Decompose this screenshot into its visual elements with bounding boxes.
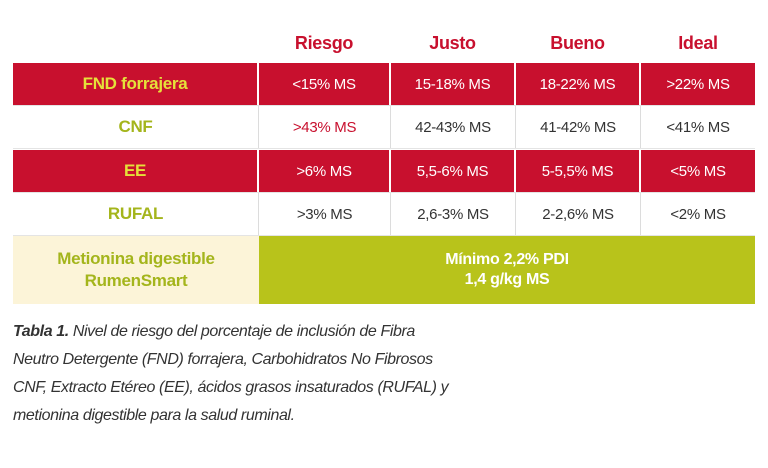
table-row-cnf: CNF >43% MS 42-43% MS 41-42% MS <41% MS xyxy=(13,105,755,149)
caption-line1-text: Nivel de riesgo del porcentaje de inclus… xyxy=(68,323,415,340)
metionina-label-line2: RumenSmart xyxy=(84,271,188,290)
table-row-ee: EE >6% MS 5,5-6% MS 5-5,5% MS <5% MS xyxy=(13,149,755,192)
table-row-rufal: RUFAL >3% MS 2,6-3% MS 2-2,6% MS <2% MS xyxy=(13,192,755,236)
cell-cnf-ideal: <41% MS xyxy=(666,118,730,136)
cell-cnf-justo: 42-43% MS xyxy=(391,106,516,148)
table-row-metionina: Metionina digestible RumenSmart Mínimo 2… xyxy=(13,236,755,304)
cell-cnf-riesgo: >43% MS xyxy=(259,106,391,148)
caption-line4: metionina digestible para la salud rumin… xyxy=(13,407,295,424)
cell-fnd-riesgo: <15% MS xyxy=(259,63,391,105)
metionina-label-line1: Metionina digestible xyxy=(57,249,215,268)
row-label-metionina: Metionina digestible RumenSmart xyxy=(13,236,259,304)
cell-ee-ideal: <5% MS xyxy=(670,162,726,180)
caption-line1: Tabla 1. Nivel de riesgo del porcentaje … xyxy=(13,318,533,346)
cell-metionina-value: Mínimo 2,2% PDI 1,4 g/kg MS xyxy=(259,236,755,304)
table-header-row: Riesgo Justo Bueno Ideal xyxy=(13,20,755,62)
cell-cnf-bueno: 41-42% MS xyxy=(516,106,641,148)
caption-line3: CNF, Extracto Etéreo (EE), ácidos grasos… xyxy=(13,379,449,396)
cell-rufal-bueno: 2-2,6% MS xyxy=(516,193,641,235)
cell-fnd-justo: 15-18% MS xyxy=(391,63,516,105)
row-label-fnd: FND forrajera xyxy=(13,63,259,105)
table-row-fnd: FND forrajera <15% MS 15-18% MS 18-22% M… xyxy=(13,62,755,105)
row-label-rufal: RUFAL xyxy=(13,193,259,235)
cell-rufal-justo: 2,6-3% MS xyxy=(391,193,516,235)
cell-rufal-ideal: <2% MS xyxy=(670,205,726,223)
header-riesgo: Riesgo xyxy=(259,20,391,62)
header-bueno: Bueno xyxy=(516,20,641,62)
cell-ee-justo: 5,5-6% MS xyxy=(391,150,516,192)
risk-table: Riesgo Justo Bueno Ideal FND forrajera <… xyxy=(13,20,755,304)
row-label-ee: EE xyxy=(13,150,259,192)
cell-ee-bueno: 5-5,5% MS xyxy=(516,150,641,192)
cell-fnd-bueno: 18-22% MS xyxy=(516,63,641,105)
cell-fnd-ideal: >22% MS xyxy=(666,75,730,93)
table-caption: Tabla 1. Nivel de riesgo del porcentaje … xyxy=(13,318,533,430)
metionina-value-line2: 1,4 g/kg MS xyxy=(464,271,550,288)
header-empty-cell xyxy=(13,20,259,62)
cell-ee-riesgo: >6% MS xyxy=(259,150,391,192)
caption-line2: Neutro Detergente (FND) forrajera, Carbo… xyxy=(13,351,433,368)
header-justo: Justo xyxy=(391,20,516,62)
metionina-value-line1: Mínimo 2,2% PDI xyxy=(445,251,569,268)
header-ideal: Ideal xyxy=(678,32,718,53)
cell-rufal-riesgo: >3% MS xyxy=(259,193,391,235)
caption-prefix: Tabla 1. xyxy=(13,323,69,340)
row-label-cnf: CNF xyxy=(13,106,259,148)
